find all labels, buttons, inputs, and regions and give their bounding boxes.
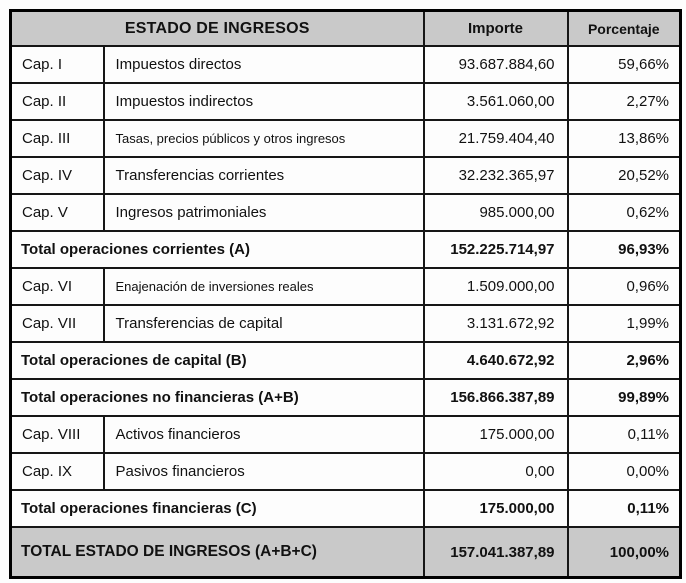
table-row-cap-1: Cap. I Impuestos directos 93.687.884,60 … (9, 45, 682, 84)
importe-cell: 985.000,00 (422, 193, 569, 232)
grand-total-label-cell: TOTAL ESTADO DE INGRESOS (A+B+C) (9, 526, 425, 579)
table-title: ESTADO DE INGRESOS (9, 9, 425, 47)
porcentaje-cell: 13,86% (566, 119, 682, 158)
porcentaje-cell: 1,99% (566, 304, 682, 343)
porcentaje-cell: 0,62% (566, 193, 682, 232)
porcentaje-cell: 2,96% (566, 341, 682, 380)
chapter-cell: Cap. IV (9, 156, 105, 195)
total-label-cell: Total operaciones de capital (B) (9, 341, 425, 380)
importe-cell: 93.687.884,60 (422, 45, 569, 84)
chapter-cell: Cap. II (9, 82, 105, 121)
porcentaje-cell: 0,11% (566, 489, 682, 528)
porcentaje-cell: 99,89% (566, 378, 682, 417)
table-row-cap-2: Cap. II Impuestos indirectos 3.561.060,0… (9, 82, 682, 121)
total-row-capital: Total operaciones de capital (B) 4.640.6… (9, 341, 682, 380)
description-cell: Pasivos financieros (102, 452, 425, 491)
importe-cell: 3.561.060,00 (422, 82, 569, 121)
total-label-cell: Total operaciones corrientes (A) (9, 230, 425, 269)
importe-cell: 32.232.365,97 (422, 156, 569, 195)
porcentaje-cell: 0,00% (566, 452, 682, 491)
porcentaje-cell: 96,93% (566, 230, 682, 269)
total-label-cell: Total operaciones no financieras (A+B) (9, 378, 425, 417)
description-cell: Enajenación de inversiones reales (102, 267, 425, 306)
description-cell: Ingresos patrimoniales (102, 193, 425, 232)
importe-cell: 21.759.404,40 (422, 119, 569, 158)
total-row-no-financieras: Total operaciones no financieras (A+B) 1… (9, 378, 682, 417)
header-row: ESTADO DE INGRESOS Importe Porcentaje (9, 9, 682, 47)
total-row-corrientes: Total operaciones corrientes (A) 152.225… (9, 230, 682, 269)
importe-cell: 175.000,00 (422, 415, 569, 454)
importe-cell: 175.000,00 (422, 489, 569, 528)
chapter-cell: Cap. VII (9, 304, 105, 343)
column-header-importe: Importe (422, 9, 569, 47)
importe-cell: 157.041.387,89 (422, 526, 569, 579)
porcentaje-cell: 100,00% (566, 526, 682, 579)
description-cell: Transferencias de capital (102, 304, 425, 343)
table-row-cap-6: Cap. VI Enajenación de inversiones reale… (9, 267, 682, 306)
description-cell: Tasas, precios públicos y otros ingresos (102, 119, 425, 158)
importe-cell: 4.640.672,92 (422, 341, 569, 380)
chapter-cell: Cap. IX (9, 452, 105, 491)
porcentaje-cell: 0,11% (566, 415, 682, 454)
porcentaje-cell: 20,52% (566, 156, 682, 195)
grand-total-row: TOTAL ESTADO DE INGRESOS (A+B+C) 157.041… (9, 526, 682, 579)
table-row-cap-4: Cap. IV Transferencias corrientes 32.232… (9, 156, 682, 195)
porcentaje-cell: 0,96% (566, 267, 682, 306)
porcentaje-cell: 59,66% (566, 45, 682, 84)
estado-de-ingresos-table: ESTADO DE INGRESOS Importe Porcentaje Ca… (9, 9, 683, 579)
table-row-cap-9: Cap. IX Pasivos financieros 0,00 0,00% (9, 452, 682, 491)
description-cell: Impuestos directos (102, 45, 425, 84)
column-header-porcentaje: Porcentaje (566, 9, 682, 47)
importe-cell: 1.509.000,00 (422, 267, 569, 306)
total-label-cell: Total operaciones financieras (C) (9, 489, 425, 528)
importe-cell: 3.131.672,92 (422, 304, 569, 343)
description-cell: Impuestos indirectos (102, 82, 425, 121)
table-row-cap-5: Cap. V Ingresos patrimoniales 985.000,00… (9, 193, 682, 232)
table-row-cap-8: Cap. VIII Activos financieros 175.000,00… (9, 415, 682, 454)
table-row-cap-3: Cap. III Tasas, precios públicos y otros… (9, 119, 682, 158)
chapter-cell: Cap. I (9, 45, 105, 84)
importe-cell: 152.225.714,97 (422, 230, 569, 269)
chapter-cell: Cap. VIII (9, 415, 105, 454)
total-row-financieras: Total operaciones financieras (C) 175.00… (9, 489, 682, 528)
chapter-cell: Cap. III (9, 119, 105, 158)
table-row-cap-7: Cap. VII Transferencias de capital 3.131… (9, 304, 682, 343)
description-cell: Activos financieros (102, 415, 425, 454)
importe-cell: 156.866.387,89 (422, 378, 569, 417)
chapter-cell: Cap. VI (9, 267, 105, 306)
porcentaje-cell: 2,27% (566, 82, 682, 121)
description-cell: Transferencias corrientes (102, 156, 425, 195)
chapter-cell: Cap. V (9, 193, 105, 232)
importe-cell: 0,00 (422, 452, 569, 491)
